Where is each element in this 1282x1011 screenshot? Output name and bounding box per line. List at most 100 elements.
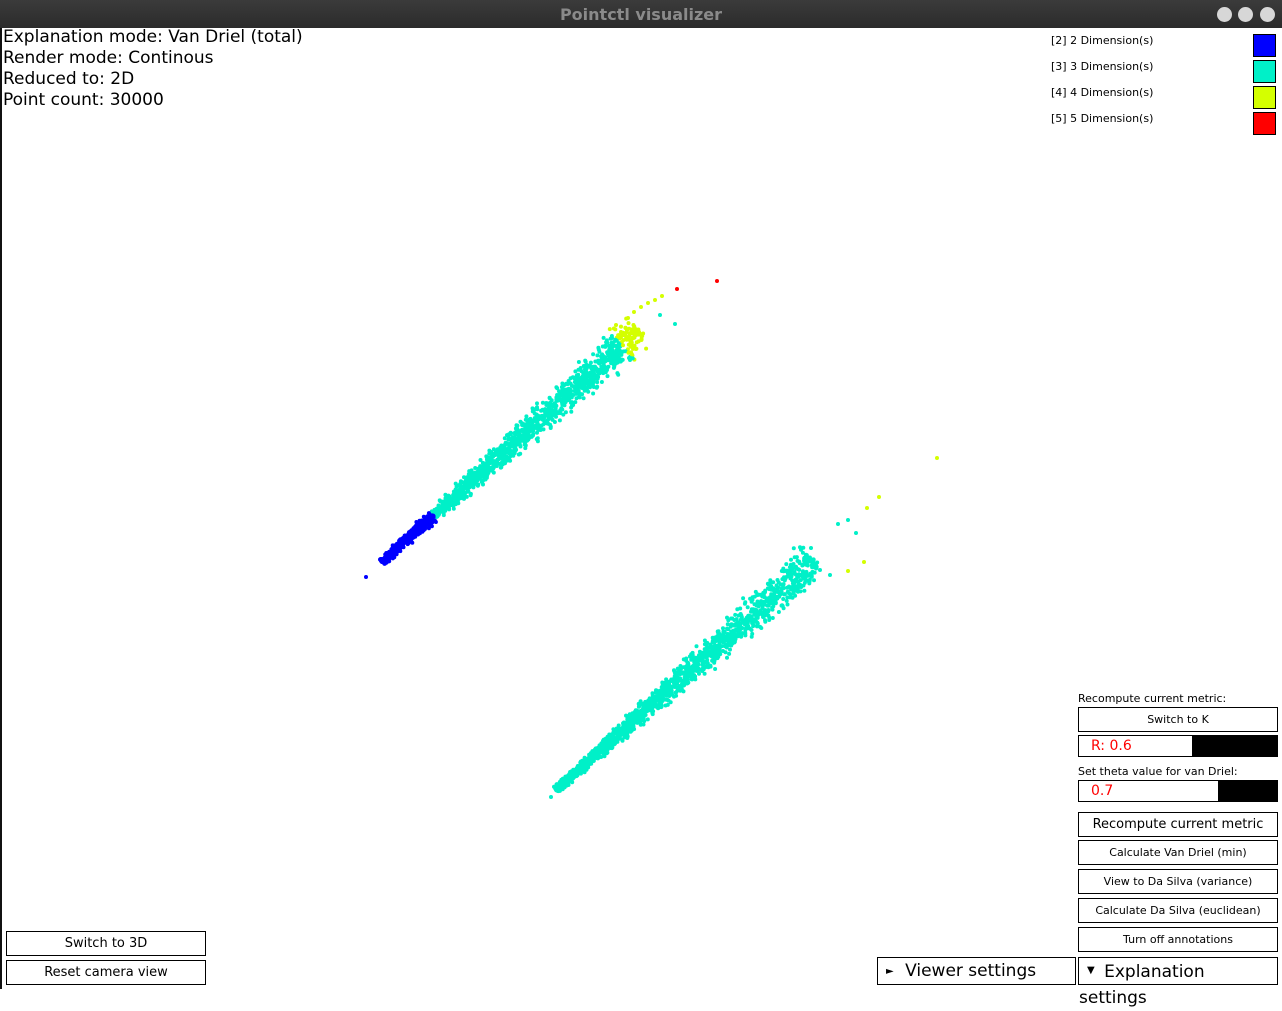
data-point xyxy=(728,647,732,652)
data-point xyxy=(552,408,556,413)
data-point xyxy=(624,328,629,332)
data-point xyxy=(632,343,637,348)
view-da-silva-variance-button[interactable]: View to Da Silva (variance) xyxy=(1078,869,1278,894)
data-point xyxy=(676,670,681,675)
maximize-button[interactable] xyxy=(1238,7,1253,22)
data-point xyxy=(502,436,507,441)
data-point xyxy=(434,506,439,511)
data-point xyxy=(785,602,790,607)
recompute-metric-label: Recompute current metric: xyxy=(1078,692,1227,705)
data-point xyxy=(696,655,701,660)
data-point xyxy=(594,756,599,760)
close-button[interactable] xyxy=(1260,7,1275,22)
data-point xyxy=(788,575,793,580)
data-point xyxy=(513,446,518,451)
data-point xyxy=(721,626,725,631)
data-point xyxy=(574,769,579,774)
data-point xyxy=(617,726,622,731)
data-point xyxy=(548,426,553,430)
data-point xyxy=(608,732,613,737)
data-point xyxy=(784,562,789,567)
data-point xyxy=(500,448,505,453)
data-point xyxy=(702,671,707,676)
data-point xyxy=(554,398,559,403)
data-point xyxy=(437,498,442,503)
data-point xyxy=(554,414,558,419)
legend-swatch-3d xyxy=(1253,60,1276,83)
data-point xyxy=(611,365,616,370)
data-point xyxy=(712,646,717,651)
data-point xyxy=(683,674,688,679)
data-point xyxy=(751,617,756,622)
data-point xyxy=(569,409,574,414)
r-slider[interactable]: R: 0.6 xyxy=(1078,735,1278,757)
data-point xyxy=(684,677,689,682)
switch-to-3d-button[interactable]: Switch to 3D xyxy=(6,931,206,956)
data-point xyxy=(697,671,701,676)
theta-slider[interactable]: 0.7 xyxy=(1078,780,1278,802)
data-point xyxy=(389,553,394,558)
data-point xyxy=(573,400,578,405)
data-point xyxy=(811,558,816,563)
data-point xyxy=(631,724,636,729)
calc-van-driel-min-button[interactable]: Calculate Van Driel (min) xyxy=(1078,840,1278,865)
data-point xyxy=(601,751,606,756)
data-point xyxy=(546,414,551,419)
data-point xyxy=(702,638,707,643)
data-point xyxy=(495,447,500,452)
data-point xyxy=(639,305,643,309)
data-point xyxy=(523,417,528,422)
data-point xyxy=(431,513,436,518)
data-point xyxy=(446,493,451,498)
data-point xyxy=(624,720,629,725)
data-point xyxy=(463,490,468,495)
switch-to-k-button[interactable]: Switch to K xyxy=(1078,707,1278,732)
explanation-settings-tab[interactable]: ▼ Explanation settings xyxy=(1078,957,1278,1008)
data-point xyxy=(552,402,557,406)
data-point xyxy=(846,569,850,573)
data-point xyxy=(687,654,692,659)
data-point xyxy=(540,413,545,418)
viewer-settings-tab[interactable]: ► Viewer settings xyxy=(877,957,1076,985)
data-point xyxy=(818,568,822,572)
point-cloud-plot[interactable] xyxy=(0,0,1282,989)
data-point xyxy=(583,359,588,364)
data-point xyxy=(612,354,617,359)
calc-da-silva-euclidean-button[interactable]: Calculate Da Silva (euclidean) xyxy=(1078,898,1278,923)
data-point xyxy=(586,378,591,383)
data-point xyxy=(804,553,809,558)
data-point xyxy=(877,495,881,499)
data-point xyxy=(514,423,519,428)
data-point xyxy=(406,531,411,536)
data-point xyxy=(809,546,813,550)
data-point xyxy=(727,651,732,656)
data-point xyxy=(715,279,719,283)
minimize-button[interactable] xyxy=(1217,7,1232,22)
data-point xyxy=(523,430,528,435)
data-point xyxy=(836,522,840,526)
data-point xyxy=(443,496,448,501)
recompute-metric-button[interactable]: Recompute current metric xyxy=(1078,812,1278,837)
turn-off-annotations-button[interactable]: Turn off annotations xyxy=(1078,927,1278,952)
viewer-settings-label: Viewer settings xyxy=(905,961,1037,981)
data-point xyxy=(518,451,523,456)
data-point xyxy=(560,402,565,407)
data-point xyxy=(775,586,780,590)
data-point xyxy=(782,592,786,597)
data-point xyxy=(545,421,550,426)
data-point xyxy=(586,389,591,394)
data-point xyxy=(587,374,592,379)
data-point xyxy=(515,437,520,442)
reset-camera-view-button[interactable]: Reset camera view xyxy=(6,960,206,985)
data-point xyxy=(733,636,738,641)
data-point xyxy=(606,745,611,749)
data-point xyxy=(573,387,578,392)
visualizer-canvas[interactable] xyxy=(0,28,1282,989)
data-point xyxy=(487,451,492,456)
data-point xyxy=(723,650,728,655)
data-point xyxy=(645,717,650,722)
data-point xyxy=(569,769,574,774)
data-point xyxy=(531,429,536,434)
data-point xyxy=(591,385,596,389)
data-point xyxy=(666,684,671,688)
